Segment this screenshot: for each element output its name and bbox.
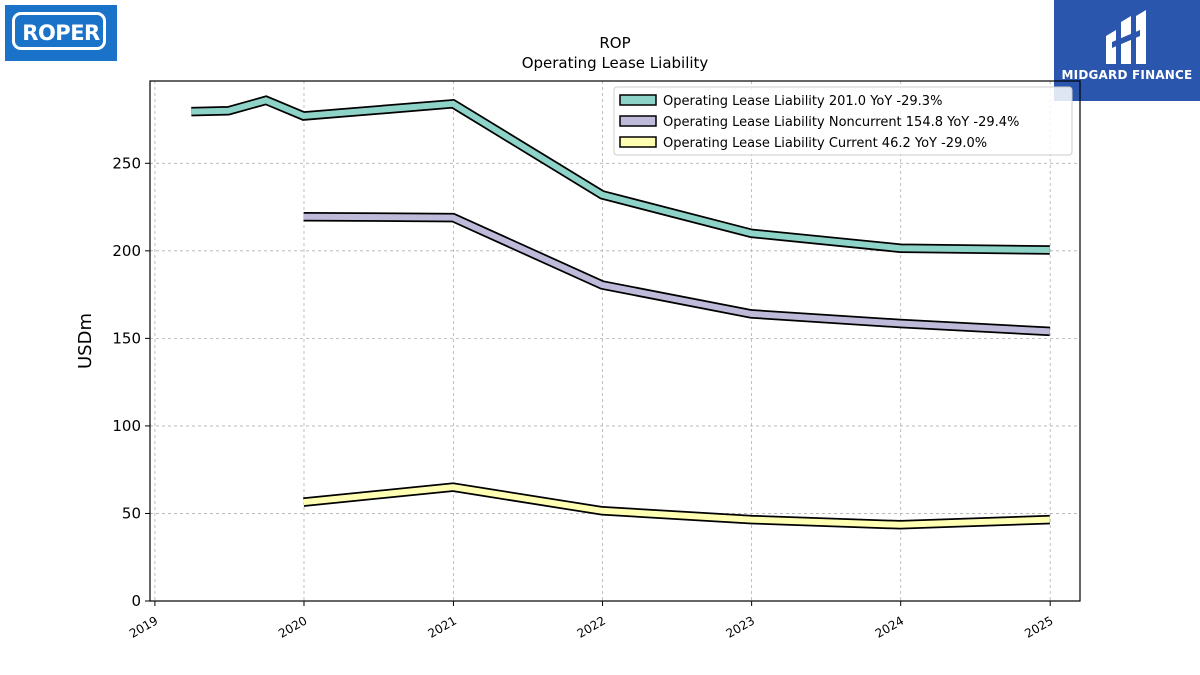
plot-frame	[149, 80, 1081, 602]
series-lines	[191, 95, 1051, 530]
legend-box	[613, 86, 1073, 156]
axis-ticks: 0 50 100 150 200 250 2019 2020 2021 2022 2023 2024 2…	[112, 154, 1055, 641]
series-1-line	[191, 97, 1050, 253]
legend-swatch	[619, 136, 657, 148]
series-2-line	[303, 213, 1050, 335]
x-tick-label: 2020	[276, 613, 309, 640]
y-tick-label: 150	[112, 329, 141, 347]
roper-logo-frame	[12, 12, 106, 50]
y-tick-label: 100	[112, 417, 141, 435]
y-axis-label: USDm	[75, 313, 96, 369]
legend-label: Operating Lease Liability 201.0 YoY -29.…	[663, 94, 942, 109]
x-tick-label: 2019	[127, 613, 160, 640]
legend: Operating Lease Liability 201.0 YoY -29.…	[613, 86, 1073, 156]
x-tick-label: 2021	[426, 613, 459, 640]
x-tick-label: 2023	[724, 613, 757, 640]
x-tick-label: 2022	[575, 613, 608, 640]
y-tick-label: 0	[131, 592, 141, 610]
midgard-finance-logo: MIDGARD FINANCE	[1054, 0, 1200, 101]
series-2-outline	[303, 211, 1051, 337]
y-tick-label: 200	[112, 242, 141, 260]
legend-swatch	[619, 115, 657, 127]
midgard-logo-text: MIDGARD FINANCE	[1061, 68, 1193, 82]
y-tick-label: 250	[112, 154, 141, 172]
legend-label: Operating Lease Liability Current 46.2 Y…	[663, 136, 987, 151]
roper-logo-text: ROPER	[22, 21, 100, 45]
y-tick-label: 50	[122, 504, 141, 522]
series-3-line	[303, 484, 1050, 528]
x-tick-label: 2025	[1022, 613, 1055, 640]
roper-logo: ROPER	[5, 5, 117, 61]
legend-swatch	[619, 94, 657, 106]
chart-title: ROP	[599, 34, 630, 52]
chart-subtitle: Operating Lease Liability	[522, 54, 709, 72]
midgard-logo-mark	[1106, 10, 1146, 64]
x-tick-label: 2024	[873, 613, 906, 640]
legend-label: Operating Lease Liability Noncurrent 154…	[663, 115, 1019, 130]
